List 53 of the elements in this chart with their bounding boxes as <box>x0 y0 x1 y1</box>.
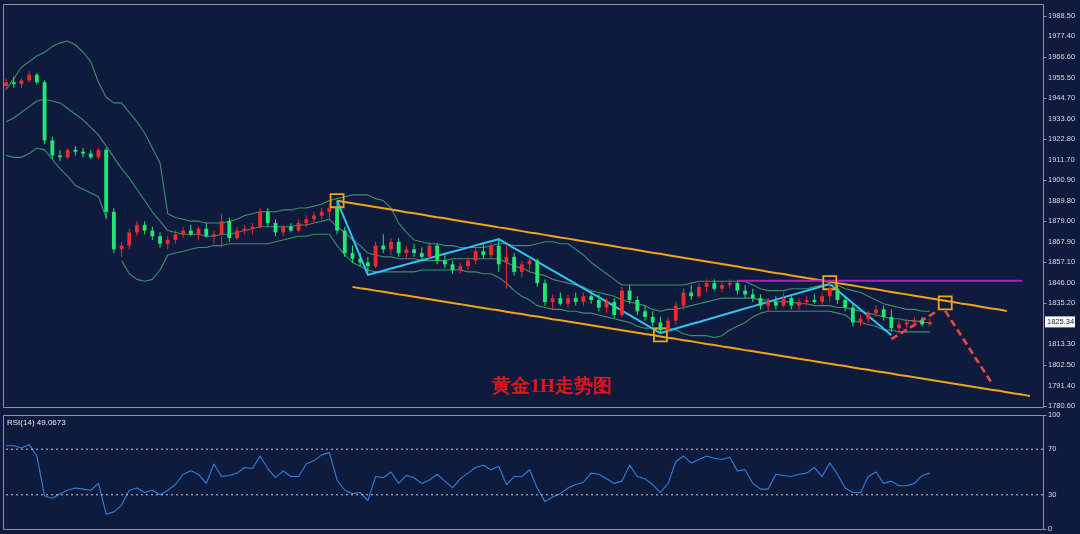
candlestick <box>58 149 62 162</box>
candlestick <box>543 278 547 307</box>
candlestick <box>212 230 216 245</box>
candlestick <box>489 241 493 260</box>
candlestick <box>889 308 894 333</box>
text: 黄金1H走势图 <box>491 375 612 396</box>
candlestick <box>4 78 9 91</box>
point <box>652 327 668 343</box>
candlestick <box>265 207 270 228</box>
point <box>329 193 345 209</box>
candlestick <box>512 252 517 277</box>
candlestick <box>673 301 678 325</box>
candlestick <box>589 290 594 305</box>
line-series <box>351 285 1031 397</box>
candlestick <box>897 320 901 335</box>
candlestick <box>50 136 55 160</box>
point <box>937 295 953 311</box>
candlestick <box>827 282 832 303</box>
candlestick <box>435 243 440 265</box>
line-series <box>5 40 931 312</box>
candlestick <box>158 231 162 248</box>
candlestick <box>496 237 501 273</box>
candlestick <box>874 305 878 318</box>
candlestick <box>612 297 617 320</box>
candlestick <box>773 295 778 310</box>
candlestick <box>566 293 570 309</box>
chart-title: RSI(14) 49.0673 <box>7 418 67 427</box>
candlestick <box>850 303 855 327</box>
candlestick <box>258 207 263 230</box>
line-series <box>5 444 931 515</box>
candlestick <box>227 216 232 243</box>
candlestick <box>135 220 139 237</box>
candlestick <box>797 297 801 310</box>
candlestick <box>81 147 85 158</box>
candlestick <box>335 200 340 235</box>
candlestick <box>342 226 347 258</box>
candlestick <box>643 305 647 322</box>
candlestick <box>235 226 239 241</box>
point <box>822 275 838 291</box>
candlestick <box>396 237 401 258</box>
candlestick <box>219 213 224 248</box>
candlestick <box>365 256 370 275</box>
candlestick <box>373 241 378 269</box>
candlestick <box>389 237 393 256</box>
candlestick <box>720 280 724 293</box>
candlestick <box>535 258 540 288</box>
candlestick <box>288 222 293 233</box>
candlestick <box>627 284 632 305</box>
candlestick <box>466 256 470 271</box>
candlestick <box>635 295 640 316</box>
candlestick <box>412 243 416 258</box>
candlestick <box>127 228 132 250</box>
candlestick <box>820 292 824 307</box>
